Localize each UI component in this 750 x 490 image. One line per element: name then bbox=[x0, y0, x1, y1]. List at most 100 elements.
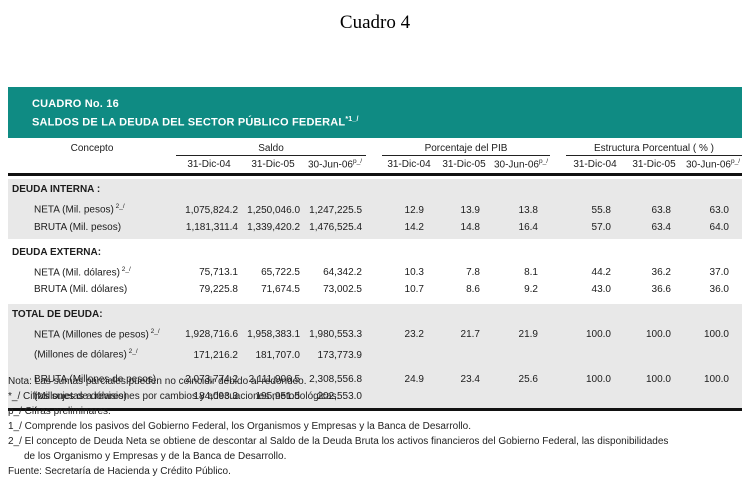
pib-value: 8.1 bbox=[524, 266, 538, 278]
table-body: DEUDA INTERNA : NETA (Mil. pesos) 2_/ 1,07… bbox=[8, 179, 742, 408]
row-label: NETA (Mil. pesos) 2_/ bbox=[34, 203, 125, 216]
estructura-value: 100.0 bbox=[585, 329, 611, 341]
estructura-value: 64.0 bbox=[709, 221, 729, 233]
preliminary-superscript: p_/ bbox=[352, 158, 363, 165]
date-header-text: 30-Jun-06 bbox=[307, 159, 353, 171]
saldo-value: 173,773.9 bbox=[317, 349, 363, 361]
table-section: TOTAL DE DEUDA: NETA (Millones de pesos) … bbox=[8, 303, 742, 408]
pib-value: 14.2 bbox=[404, 221, 424, 233]
group-header-pib: Porcentaje del PIB bbox=[382, 143, 550, 156]
estructura-value: 36.6 bbox=[651, 283, 671, 295]
section-title: DEUDA INTERNA : bbox=[12, 184, 101, 196]
pib-value: 14.8 bbox=[460, 221, 480, 233]
row-label: BRUTA (Mil. pesos) bbox=[34, 221, 122, 233]
group-header-estructura: Estructura Porcentual ( % ) bbox=[566, 143, 742, 156]
row-label: (Millones de dólares) bbox=[34, 390, 127, 402]
section-title: DEUDA EXTERNA: bbox=[12, 246, 102, 258]
page-title: Cuadro 4 bbox=[339, 12, 411, 33]
estructura-value: 100.0 bbox=[645, 329, 671, 341]
pib-value: 25.6 bbox=[518, 373, 538, 385]
footnote-line: de los Organismo y Empresas y de la Banc… bbox=[24, 451, 287, 462]
saldo-value: 2,308,556.8 bbox=[309, 373, 362, 385]
saldo-value: 1,980,553.3 bbox=[309, 329, 362, 341]
date-header-text: 30-Jun-06 bbox=[493, 159, 539, 171]
table-section: DEUDA INTERNA : NETA (Mil. pesos) 2_/ 1,07… bbox=[8, 179, 742, 239]
table-row: (Millones de dólares) 2_/ 171,216.2 181,70… bbox=[8, 343, 742, 363]
estructura-value: 100.0 bbox=[645, 373, 671, 385]
table-bottom-rule bbox=[8, 407, 742, 411]
table-header: Concepto Saldo Porcentaje del PIB Estruc… bbox=[8, 138, 742, 177]
saldo-value: 2,111,906.5 bbox=[248, 373, 300, 385]
banner-line1: CUADRO No. 16 bbox=[32, 98, 119, 110]
table-row: NETA (Mil. pesos) 2_/ 1,075,824.2 1,250,04… bbox=[8, 198, 742, 218]
estructura-value: 43.0 bbox=[591, 283, 611, 295]
saldo-value: 1,250,046.0 bbox=[247, 204, 300, 216]
saldo-value: 1,928,716.6 bbox=[185, 329, 238, 341]
estructura-value: 100.0 bbox=[703, 373, 729, 385]
saldo-value: 79,225.8 bbox=[199, 283, 238, 295]
pib-value: 24.9 bbox=[404, 373, 424, 385]
estructura-value: 55.8 bbox=[591, 204, 611, 216]
saldo-value: 65,722.5 bbox=[261, 266, 300, 278]
date-header: 30-Jun-06p_/ bbox=[304, 158, 366, 170]
row-label-superscript: 2_/ bbox=[148, 327, 160, 335]
saldo-value: 1,075,824.2 bbox=[185, 204, 238, 216]
footnote-line: 2_/ El concepto de Deuda Neta se obtiene… bbox=[8, 436, 669, 447]
pib-value: 7.8 bbox=[466, 266, 480, 278]
pib-value: 23.4 bbox=[460, 373, 480, 385]
row-label: NETA (Mil. dólares) 2_/ bbox=[34, 265, 131, 278]
row-label-superscript: 2_/ bbox=[113, 203, 125, 211]
table-row: (Millones de dólares) 184,093.3 195,951.5 2… bbox=[8, 388, 742, 405]
pib-value: 21.9 bbox=[518, 329, 538, 341]
date-header: 31-Dic-04 bbox=[387, 159, 431, 171]
estructura-value: 100.0 bbox=[703, 329, 729, 341]
saldo-value: 1,476,525.4 bbox=[309, 221, 362, 233]
saldo-value: 184,093.3 bbox=[193, 390, 239, 402]
pib-value: 23.2 bbox=[404, 329, 424, 341]
saldo-value: 1,958,383.1 bbox=[247, 329, 300, 341]
row-label-superscript: 2_/ bbox=[119, 265, 131, 273]
pib-value: 21.7 bbox=[460, 329, 480, 341]
saldo-value: 75,713.1 bbox=[199, 266, 238, 278]
saldo-value: 195,951.5 bbox=[255, 390, 301, 402]
saldo-value: 64,342.2 bbox=[323, 266, 362, 278]
row-label-superscript: 2_/ bbox=[126, 348, 138, 356]
table-row: NETA (Millones de pesos) 2_/ 1,928,716.6 1… bbox=[8, 323, 742, 343]
row-label: (Millones de dólares) 2_/ bbox=[34, 348, 138, 361]
pib-value: 13.8 bbox=[518, 204, 538, 216]
debt-table: Concepto Saldo Porcentaje del PIB Estruc… bbox=[8, 138, 742, 411]
row-label: NETA (Millones de pesos) 2_/ bbox=[34, 327, 160, 341]
footnote-line: Nota: Las sumas parciales pueden no coin… bbox=[8, 376, 307, 387]
row-label: BRUTA (Mil. dólares) bbox=[34, 283, 128, 295]
estructura-value: 36.0 bbox=[709, 283, 729, 295]
pib-value: 16.4 bbox=[518, 221, 538, 233]
footnote-line: *_/ Cifras sujetas a revisiones por camb… bbox=[8, 391, 340, 402]
footnote-line: Fuente: Secretaría de Hacienda y Crédito… bbox=[8, 466, 231, 477]
date-header: 30-Jun-06p_/ bbox=[492, 158, 550, 170]
banner-title-superscript: *1_/ bbox=[345, 116, 359, 123]
banner-line2: SALDOS DE LA DEUDA DEL SECTOR PÚBLICO FE… bbox=[32, 112, 742, 131]
footnotes: Nota: Las sumas parciales pueden no coin… bbox=[8, 374, 742, 479]
row-label: BRUTA (Millones de pesos) bbox=[34, 373, 157, 385]
estructura-value: 44.2 bbox=[591, 266, 611, 278]
row-spacer bbox=[8, 364, 742, 371]
pib-value: 12.9 bbox=[404, 204, 424, 216]
date-header: 31-Dic-05 bbox=[251, 159, 295, 171]
preliminary-superscript: p_/ bbox=[730, 158, 741, 165]
saldo-value: 202,553.0 bbox=[317, 390, 363, 402]
estructura-value: 63.0 bbox=[709, 204, 729, 216]
table-row: NETA (Mil. dólares) 2_/ 75,713.1 65,722.5 6… bbox=[8, 261, 742, 281]
estructura-value: 37.0 bbox=[709, 266, 729, 278]
pib-value: 9.2 bbox=[524, 283, 538, 295]
preliminary-superscript: p_/ bbox=[538, 158, 549, 165]
concept-column-header: Concepto bbox=[70, 143, 114, 154]
saldo-value: 1,339,420.2 bbox=[247, 221, 300, 233]
date-header: 30-Jun-06p_/ bbox=[684, 158, 742, 170]
estructura-value: 57.0 bbox=[591, 221, 611, 233]
estructura-value: 100.0 bbox=[585, 373, 611, 385]
footnote-line: p_/ Cifras preliminares. bbox=[8, 406, 111, 417]
table-banner: CUADRO No. 16 SALDOS DE LA DEUDA DEL SEC… bbox=[8, 87, 742, 138]
saldo-value: 1,247,225.5 bbox=[309, 204, 362, 216]
pib-value: 13.9 bbox=[460, 204, 480, 216]
table-section: DEUDA EXTERNA: NETA (Mil. dólares) 2_/ 75,… bbox=[8, 242, 742, 301]
